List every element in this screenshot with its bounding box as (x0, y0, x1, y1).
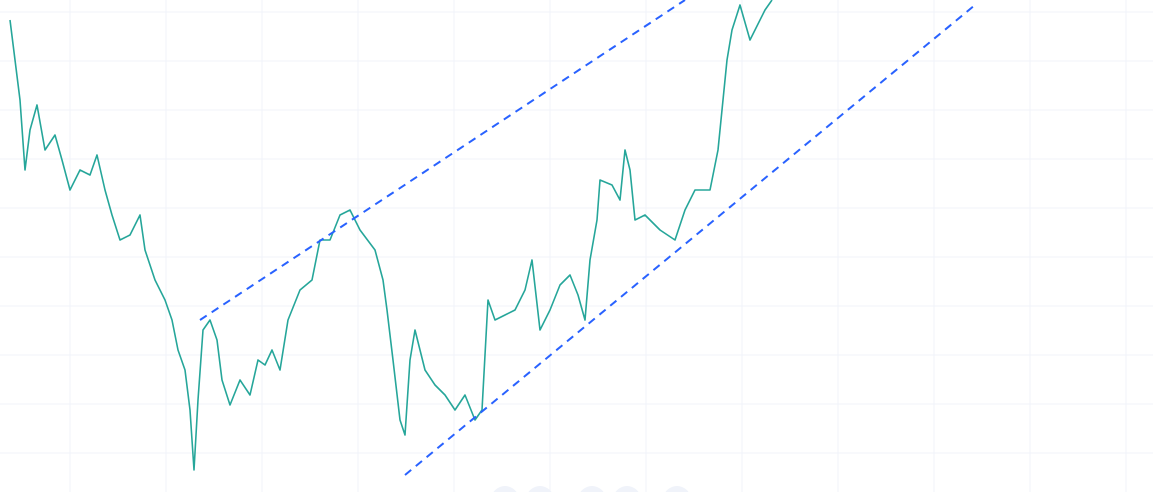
toolbar (491, 486, 691, 492)
channel-lower-line (404, 4, 976, 476)
price-series (9, 0, 773, 471)
toolbar-button[interactable] (526, 486, 554, 492)
toolbar-button[interactable] (491, 486, 519, 492)
toolbar-button[interactable] (613, 486, 641, 492)
trend-channel (199, 0, 976, 476)
toolbar-button[interactable] (578, 486, 606, 492)
toolbar-button[interactable] (663, 486, 691, 492)
channel-upper-line (199, 0, 686, 321)
price-line (9, 0, 773, 471)
